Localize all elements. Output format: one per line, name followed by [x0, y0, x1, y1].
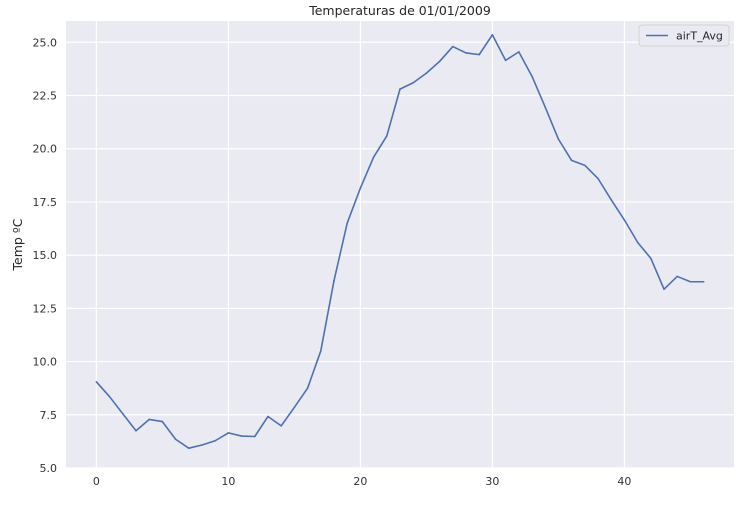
- y-tick-label: 5.0: [40, 462, 58, 475]
- legend-label-airT_Avg: airT_Avg: [676, 30, 723, 43]
- y-tick-label: 20.0: [33, 143, 58, 156]
- y-tick-label: 17.5: [33, 196, 58, 209]
- data-point: [346, 222, 348, 225]
- data-point: [478, 53, 481, 56]
- data-point: [108, 395, 111, 398]
- data-point: [293, 406, 296, 409]
- data-point: [597, 177, 599, 180]
- data-point: [148, 418, 150, 421]
- data-point: [504, 59, 507, 62]
- y-tick-label: 10.0: [33, 356, 58, 369]
- data-point: [610, 199, 613, 201]
- data-point: [663, 288, 665, 291]
- legend-box: [638, 24, 730, 47]
- gridlines: [66, 21, 734, 469]
- y-tick-label: 15.0: [33, 249, 58, 262]
- data-point: [280, 425, 282, 427]
- data-point: [636, 241, 639, 244]
- data-point: [570, 159, 573, 162]
- data-point: [214, 439, 216, 442]
- data-point: [544, 106, 547, 109]
- data-point: [518, 51, 520, 53]
- data-point: [227, 432, 230, 434]
- x-tick-label: 0: [93, 475, 100, 488]
- data-point: [333, 279, 335, 282]
- data-point: [240, 435, 243, 437]
- y-tick-label: 25.0: [33, 36, 58, 49]
- data-point: [452, 45, 454, 48]
- y-axis-ticks: 5.0 7.5 10.0 12.5 15.0 17.5 20.0 22.5 25.0: [33, 36, 58, 475]
- data-point: [702, 280, 705, 283]
- x-axis-ticks: 0 10 20 30 40: [93, 475, 632, 488]
- x-tick-label: 30: [485, 475, 499, 488]
- data-point: [306, 387, 309, 389]
- x-tick-label: 20: [353, 475, 367, 488]
- data-point: [95, 380, 98, 383]
- data-point: [623, 219, 626, 221]
- data-point: [584, 164, 586, 167]
- y-tick-label: 7.5: [40, 409, 58, 422]
- data-point: [319, 350, 322, 352]
- data-point: [438, 60, 441, 63]
- data-point: [359, 187, 362, 189]
- data-point: [689, 280, 692, 283]
- data-point: [425, 72, 428, 74]
- y-axis-label: Temp ºC: [10, 218, 25, 271]
- data-point: [201, 444, 203, 446]
- y-tick-label: 12.5: [33, 302, 58, 315]
- chart-title: Temperaturas de 01/01/2009: [308, 3, 491, 18]
- data-point: [531, 75, 533, 78]
- x-tick-label: 40: [617, 475, 631, 488]
- legend: airT_Avg: [638, 24, 730, 47]
- data-point: [187, 447, 190, 450]
- data-point: [135, 429, 137, 432]
- data-point: [557, 138, 560, 140]
- data-point: [161, 420, 164, 423]
- data-point: [412, 81, 415, 84]
- x-tick-label: 10: [221, 475, 235, 488]
- data-point: [399, 88, 401, 90]
- series-layer: [95, 34, 705, 450]
- y-tick-label: 22.5: [33, 90, 58, 103]
- plot-area-background: [66, 21, 734, 468]
- data-point: [676, 275, 679, 278]
- data-point: [465, 52, 467, 54]
- data-point: [386, 135, 388, 137]
- data-point: [650, 257, 652, 260]
- data-point: [174, 438, 177, 441]
- data-point: [253, 435, 256, 438]
- data-point: [121, 412, 124, 415]
- data-point: [491, 34, 494, 36]
- data-point: [267, 415, 269, 418]
- data-point: [372, 156, 375, 159]
